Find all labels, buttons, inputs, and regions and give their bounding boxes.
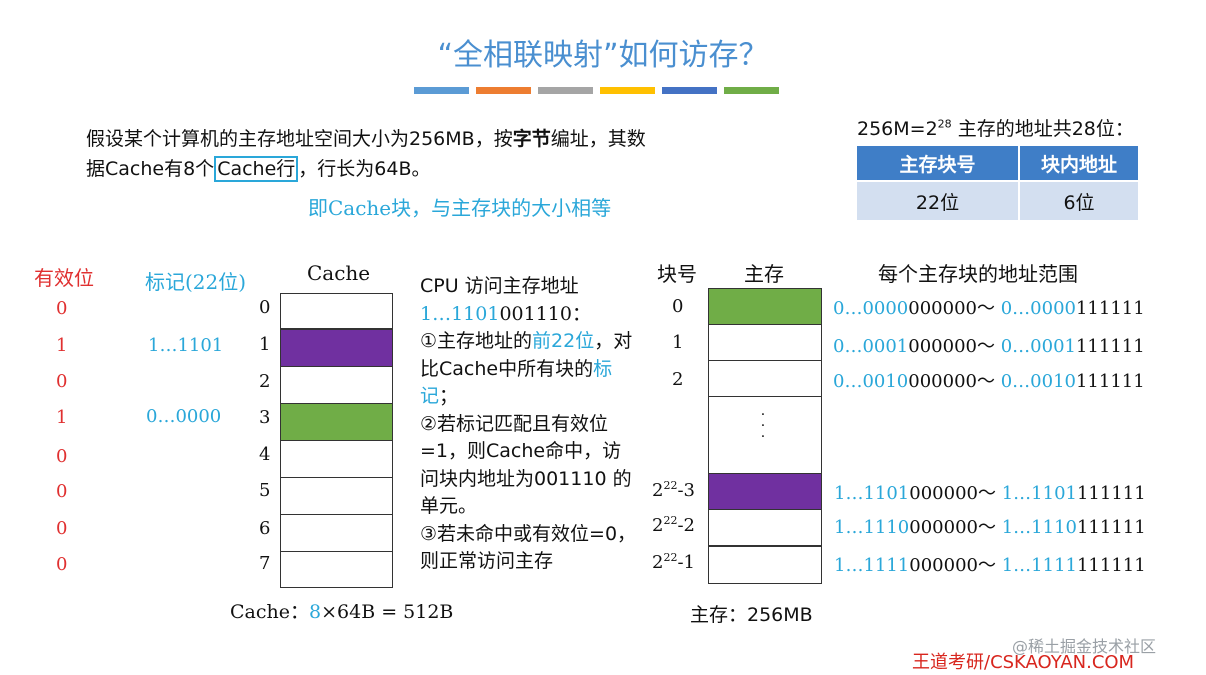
cache-line [280,514,393,552]
header-block-number: 主存块号 [857,146,1020,181]
slide-title: “全相联映射”如何访存？ [437,38,769,73]
brand-logo-text: 王道考研/CSKAOYAN.COM [912,652,1135,673]
address-range: 0…0000000000～ 0…0000111111 [833,298,1145,319]
access-steps: CPU 访问主存地址 1…1101001110： ①主存地址的前22位，对比Ca… [420,275,637,572]
memory-block-occupied [708,288,822,325]
block-label: 222-3 [652,479,695,501]
main-memory-header: 主存 [744,262,784,286]
tag-header: 标记(22位) [145,270,247,294]
tag-value: 0…0000 [146,406,222,427]
vertical-ellipsis: · · · [760,407,766,445]
cache-header: Cache [307,261,371,285]
address-range: 1…1110000000～ 1…1110111111 [834,517,1146,538]
header-offset: 块内地址 [1019,146,1138,181]
color-bar [724,87,779,94]
cache-row-index: 0 [259,297,271,318]
intro-paragraph: 假设某个计算机的主存地址空间大小为256MB，按字节编址，其数据Cache有8个… [86,128,646,182]
valid-bit: 0 [56,446,68,467]
color-bar [414,87,469,94]
valid-bit-header: 有效位 [34,266,94,290]
memory-block [708,324,822,361]
block-label: 222-2 [652,514,695,536]
cache-row-index: 1 [259,334,271,355]
color-bar [600,87,655,94]
cache-line-occupied [280,329,393,367]
color-bar [476,87,531,94]
value-block-bits: 22位 [857,180,1020,220]
color-bar [662,87,717,94]
address-range: 1…1101000000～ 1…1101111111 [834,483,1146,504]
address-range: 0…0010000000～ 0…0010111111 [833,371,1145,392]
valid-bit: 0 [56,298,68,319]
valid-bit: 0 [56,554,68,575]
block-label: 1 [672,332,684,353]
block-number-header: 块号 [657,262,697,286]
cache-row-index: 2 [259,371,271,392]
tag-value: 1…1101 [148,335,224,356]
cache-line [280,477,393,515]
cache-row-index: 3 [259,407,271,428]
valid-bit: 0 [56,518,68,539]
valid-bit: 0 [56,371,68,392]
address-bits-title: 256M=228 主存的地址共28位： [857,117,1134,140]
watermark: @稀土掘金技术社区 [1012,637,1157,656]
cache-size-caption: Cache：8×64B = 512B [230,601,454,623]
cache-line [280,551,393,588]
block-label: 2 [672,369,684,390]
color-bar [538,87,593,94]
cache-line-occupied [280,403,393,441]
block-label: 222-1 [652,551,695,573]
cache-row-index: 4 [259,444,271,465]
address-range: 0…0001000000～ 0…0001111111 [833,336,1145,357]
block-label: 0 [672,296,684,317]
cache-line-highlight: Cache行 [214,156,299,182]
valid-bit: 1 [56,335,68,356]
cache-line [280,293,393,329]
valid-bit: 1 [56,407,68,428]
valid-bit: 0 [56,481,68,502]
intro-note: 即Cache块，与主存块的大小相等 [308,196,612,220]
cache-row-index: 6 [259,518,271,539]
memory-size-caption: 主存：256MB [690,604,813,626]
memory-block [708,509,822,546]
memory-block-occupied [708,473,822,510]
value-offset-bits: 6位 [1019,180,1138,220]
title-color-bars [414,87,779,94]
memory-block [708,546,822,584]
cache-line [280,366,393,404]
memory-block-ellipsis [708,396,822,474]
memory-block [708,360,822,397]
cache-line [280,440,393,478]
address-format-table: 主存块号 块内地址 22位 6位 [857,146,1138,220]
address-range-header: 每个主存块的地址范围 [878,262,1078,286]
address-range: 1…1111000000～ 1…1111111111 [834,555,1146,576]
cache-row-index: 5 [259,480,271,501]
cache-row-index: 7 [259,553,271,574]
